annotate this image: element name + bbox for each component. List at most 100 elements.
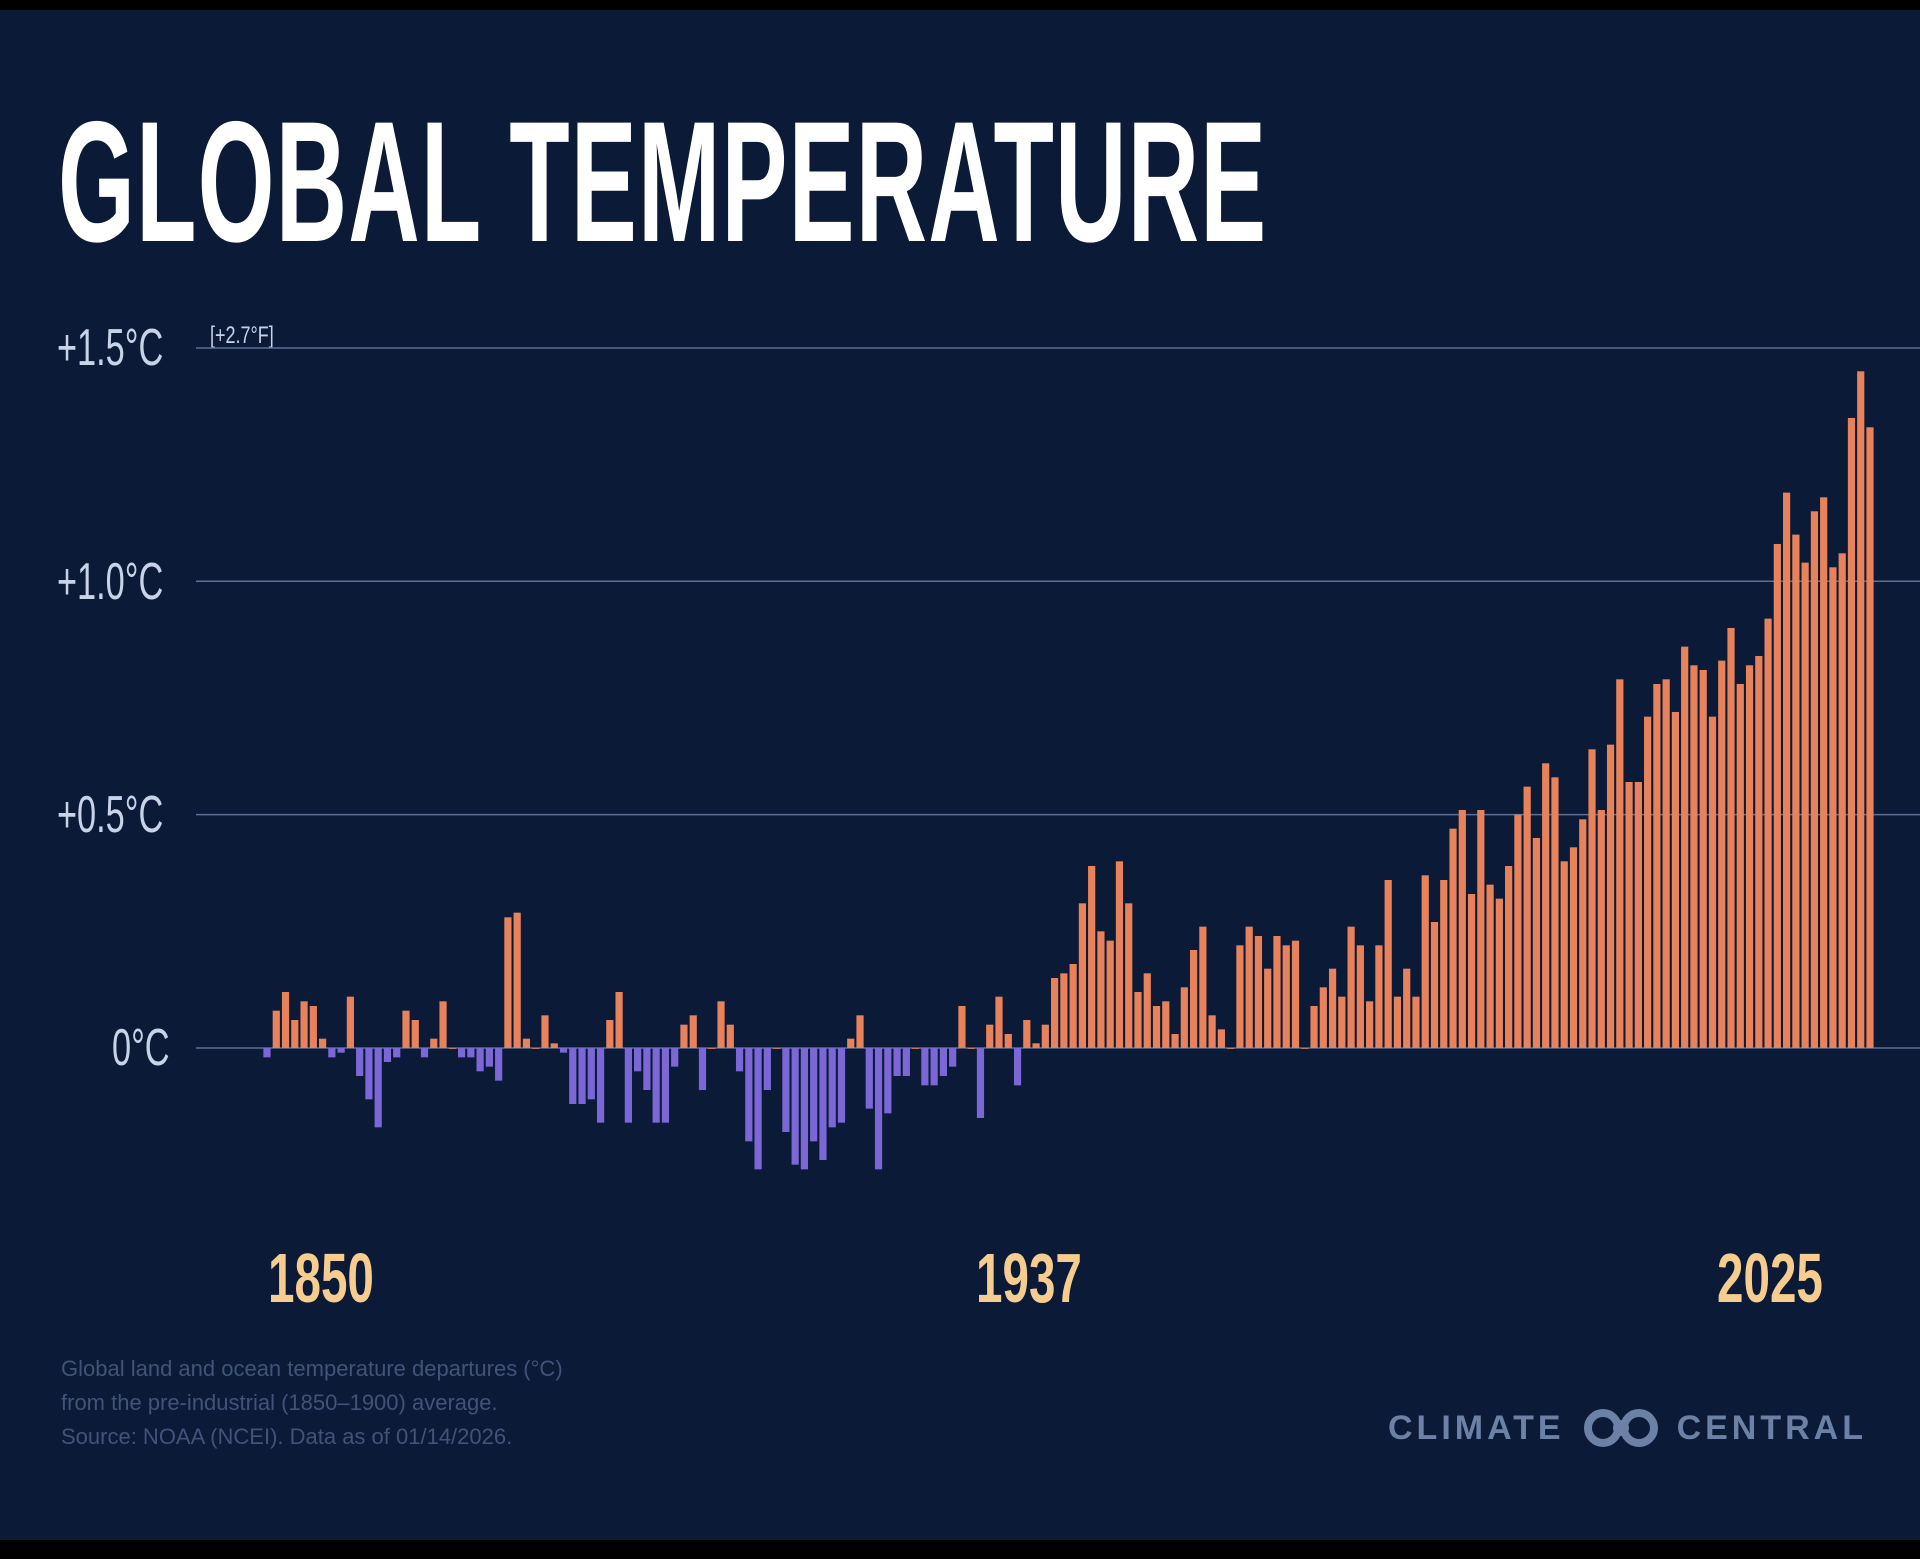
bar-1888 — [615, 991, 623, 1048]
bar-1980 — [1467, 893, 1476, 1048]
bar-1868 — [430, 1038, 438, 1048]
bar-1880 — [541, 1015, 549, 1048]
bar-1971 — [1384, 879, 1392, 1048]
bar-1877 — [513, 912, 521, 1048]
bar-1860 — [356, 1048, 364, 1077]
bar-1910 — [819, 1048, 827, 1161]
bar-1994 — [1597, 809, 1605, 1048]
bar-1952 — [1208, 1015, 1216, 1048]
bar-1892 — [652, 1048, 660, 1123]
bar-1984 — [1505, 865, 1513, 1048]
bar-1941 — [1106, 940, 1114, 1048]
bar-2007 — [1718, 660, 1726, 1048]
bar-1874 — [485, 1048, 493, 1067]
bar-1870 — [448, 1048, 456, 1049]
bar-1926 — [967, 1048, 975, 1049]
bar-1950 — [1189, 949, 1198, 1048]
bar-1912 — [837, 1048, 846, 1123]
bar-1949 — [1180, 987, 1188, 1048]
bar-1933 — [1032, 1043, 1040, 1048]
bar-1871 — [457, 1048, 466, 1058]
bar-1869 — [439, 1001, 447, 1048]
bar-1927 — [976, 1048, 985, 1119]
bar-1967 — [1347, 926, 1355, 1048]
bar-2006 — [1708, 716, 1717, 1048]
bar-1943 — [1125, 903, 1133, 1048]
bar-1893 — [661, 1048, 670, 1123]
bar-1963 — [1310, 1005, 1318, 1048]
bar-1913 — [847, 1038, 855, 1048]
bar-1995 — [1606, 744, 1615, 1048]
bar-1894 — [671, 1048, 679, 1067]
bar-1921 — [921, 1048, 929, 1086]
bar-1928 — [986, 1024, 994, 1048]
bar-1866 — [411, 1019, 419, 1048]
bar-2003 — [1681, 646, 1689, 1048]
bar-1990 — [1560, 861, 1568, 1048]
bar-1863 — [383, 1048, 392, 1063]
bar-1965 — [1328, 968, 1337, 1048]
bar-1989 — [1551, 777, 1559, 1048]
bar-1883 — [569, 1048, 577, 1105]
bar-2012 — [1764, 618, 1772, 1048]
bar-1923 — [939, 1048, 948, 1077]
fahrenheit-annotation: [+2.7°F] — [210, 322, 274, 349]
bar-1872 — [467, 1048, 475, 1058]
bar-1856 — [318, 1038, 327, 1048]
bar-1987 — [1532, 837, 1541, 1048]
bar-1973 — [1403, 968, 1411, 1048]
bar-1976 — [1430, 921, 1439, 1048]
bar-1924 — [949, 1048, 957, 1067]
bar-1899 — [717, 1001, 725, 1048]
bar-1966 — [1338, 996, 1346, 1048]
bar-1865 — [402, 1010, 410, 1048]
bar-1956 — [1245, 926, 1253, 1048]
bar-1931 — [1013, 1048, 1022, 1086]
infographic-background — [0, 10, 1920, 1540]
bar-1999 — [1644, 716, 1652, 1048]
bar-2019 — [1829, 567, 1837, 1048]
bar-1925 — [958, 1005, 966, 1048]
bar-1937 — [1069, 963, 1077, 1048]
bar-1916 — [874, 1048, 883, 1170]
x-tick-label-1850: 1850 — [268, 1239, 374, 1317]
bar-1930 — [1004, 1033, 1012, 1048]
bar-2017 — [1810, 511, 1819, 1048]
bar-1960 — [1282, 945, 1290, 1048]
bar-1903 — [754, 1048, 762, 1170]
bar-1940 — [1097, 931, 1105, 1048]
bar-1919 — [902, 1048, 910, 1077]
y-tick-label-0-5: +0.5°C — [57, 786, 164, 844]
bar-1961 — [1291, 940, 1300, 1048]
bar-1955 — [1236, 945, 1244, 1048]
bar-1953 — [1217, 1029, 1225, 1048]
bar-1890 — [634, 1048, 642, 1072]
bar-1979 — [1458, 809, 1466, 1048]
bar-1981 — [1477, 809, 1485, 1048]
bar-1873 — [476, 1048, 484, 1072]
bar-1974 — [1412, 996, 1420, 1048]
bar-1964 — [1319, 987, 1327, 1048]
bar-1959 — [1273, 935, 1281, 1048]
bar-1862 — [374, 1048, 382, 1128]
bar-1891 — [643, 1048, 651, 1091]
interlocking-circles-icon — [1583, 1409, 1658, 1447]
bar-1944 — [1134, 991, 1142, 1048]
bar-1917 — [884, 1048, 892, 1114]
bar-1850 — [263, 1048, 271, 1058]
bar-1968 — [1356, 945, 1364, 1048]
logo-text-right: CENTRAL — [1676, 1408, 1868, 1447]
bar-1938 — [1078, 903, 1086, 1048]
bar-1991 — [1569, 847, 1578, 1048]
bar-1969 — [1366, 1001, 1374, 1048]
footnote-source: Source: NOAA (NCEI). Data as of 01/14/20… — [61, 1424, 513, 1449]
bar-1885 — [587, 1048, 595, 1100]
bar-1895 — [680, 1024, 688, 1048]
bar-1951 — [1199, 926, 1207, 1048]
bar-1936 — [1060, 973, 1068, 1048]
bar-1896 — [689, 1015, 697, 1048]
bar-1962 — [1301, 1048, 1309, 1049]
bar-1972 — [1393, 996, 1402, 1048]
bar-1902 — [745, 1048, 753, 1142]
